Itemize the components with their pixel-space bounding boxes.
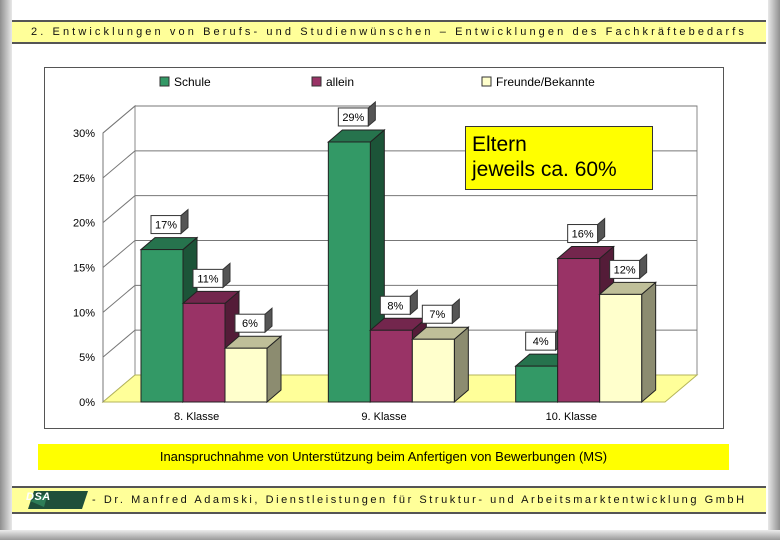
data-label-shadow bbox=[639, 253, 648, 280]
y-tick-label: 10% bbox=[73, 307, 95, 319]
bar bbox=[369, 329, 413, 403]
legend-label: Freunde/Bekannte bbox=[496, 75, 595, 89]
x-tick-label: 8. Klasse bbox=[174, 411, 219, 423]
gridline bbox=[102, 195, 697, 224]
data-label: 7% bbox=[429, 309, 445, 321]
slide-footer: DSA - Dr. Manfred Adamski, Dienstleistun… bbox=[12, 486, 766, 514]
bar-side bbox=[453, 326, 469, 404]
gridline bbox=[102, 329, 697, 358]
bar bbox=[140, 249, 184, 403]
bar bbox=[327, 141, 371, 403]
y-tick-label: 30% bbox=[73, 128, 95, 140]
data-label-shadow bbox=[264, 307, 273, 334]
logo-text: DSA bbox=[26, 491, 51, 503]
data-label-shadow bbox=[451, 298, 460, 325]
bar bbox=[182, 302, 226, 403]
slide-title: 2. Entwicklungen von Berufs- und Studien… bbox=[30, 26, 748, 38]
data-label: 11% bbox=[197, 273, 218, 285]
bar bbox=[515, 365, 559, 403]
frame-bottom bbox=[0, 530, 780, 540]
dsa-logo bbox=[28, 491, 88, 509]
y-tick-label: 20% bbox=[73, 218, 95, 230]
data-label-shadow bbox=[409, 289, 418, 316]
legend-label: allein bbox=[326, 75, 354, 89]
gridline bbox=[102, 284, 697, 313]
legend-swatch bbox=[481, 76, 492, 87]
footer-text: - Dr. Manfred Adamski, Dienstleistungen … bbox=[92, 494, 747, 506]
data-label-shadow bbox=[180, 208, 189, 235]
data-label-shadow bbox=[367, 100, 376, 128]
annotation-line-1: Eltern bbox=[472, 133, 527, 156]
bar bbox=[224, 347, 268, 403]
y-tick-label: 5% bbox=[79, 352, 95, 364]
gridline bbox=[102, 105, 697, 134]
data-label: 4% bbox=[533, 336, 549, 348]
y-tick-label: 25% bbox=[73, 173, 95, 185]
frame-right bbox=[768, 0, 780, 540]
legend-label: Schule bbox=[174, 75, 211, 89]
bar bbox=[411, 338, 455, 403]
data-label-shadow bbox=[222, 262, 231, 289]
legend-swatch bbox=[159, 76, 170, 87]
data-label: 8% bbox=[387, 300, 403, 312]
bar bbox=[557, 258, 601, 403]
data-label-shadow bbox=[597, 217, 606, 244]
data-label: 16% bbox=[572, 229, 594, 241]
y-tick-label: 15% bbox=[73, 263, 95, 275]
data-label: 17% bbox=[155, 220, 177, 232]
y-tick-label: 0% bbox=[79, 397, 95, 409]
frame-left bbox=[0, 0, 12, 540]
annotation-line-2: jeweils ca. 60% bbox=[472, 158, 617, 181]
x-tick-label: 10. Klasse bbox=[546, 411, 597, 423]
bar bbox=[599, 293, 643, 403]
data-label: 6% bbox=[242, 318, 258, 330]
x-tick-label: 9. Klasse bbox=[361, 411, 406, 423]
annotation-box: Eltern jeweils ca. 60% bbox=[465, 126, 653, 190]
gridline bbox=[102, 240, 697, 268]
chart-caption: Inanspruchnahme von Unterstützung beim A… bbox=[38, 444, 729, 470]
slide-header: 2. Entwicklungen von Berufs- und Studien… bbox=[12, 20, 766, 44]
legend-swatch bbox=[311, 76, 322, 87]
data-label: 12% bbox=[614, 264, 636, 276]
data-label: 29% bbox=[342, 112, 364, 124]
bar-side bbox=[641, 281, 657, 404]
